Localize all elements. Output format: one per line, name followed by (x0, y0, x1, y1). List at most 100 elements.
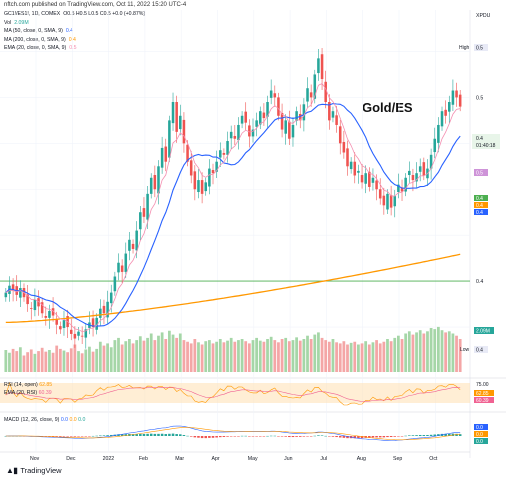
volume-bar (153, 340, 157, 372)
macd-hist-bar (371, 436, 375, 438)
legend-row-ma50[interactable]: MA (50, close, 0, SMA, 9) 0.4 (4, 28, 74, 35)
candle (175, 102, 178, 132)
svg-text:0.0: 0.0 (476, 425, 483, 431)
candle (324, 81, 327, 102)
volume-bar (229, 337, 233, 372)
candle (284, 120, 287, 134)
macd-hist-bar (240, 435, 244, 437)
svg-text:0.5: 0.5 (476, 46, 483, 52)
tradingview-brand[interactable]: ▲▮ TradingView (6, 466, 62, 475)
y-tick-label: 0.4 (476, 279, 483, 285)
volume-bar (324, 340, 328, 372)
macd-hist-bar (426, 434, 429, 436)
candle (440, 111, 444, 127)
macd-hist-bar (95, 435, 98, 437)
macd-hist-bar (288, 436, 291, 438)
candle (211, 169, 215, 174)
candle (215, 161, 218, 172)
candle (269, 90, 273, 98)
candle (444, 109, 447, 116)
candle (233, 135, 237, 139)
macd-hist-bar (84, 436, 88, 437)
macd-hist-bar (182, 435, 186, 436)
x-tick-label: Aug (357, 456, 366, 462)
candle (371, 177, 375, 183)
volume-bar (255, 337, 259, 372)
macd-hist-bar (397, 436, 400, 437)
volume-bar (8, 352, 11, 372)
legend-row-volume[interactable]: Vol 2.09M (4, 19, 29, 26)
macd-hist-bar (295, 436, 298, 437)
volume-bar (397, 335, 400, 372)
svg-text:0.4: 0.4 (476, 203, 483, 209)
macd-hist-bar (237, 436, 240, 437)
volume-bar (291, 340, 295, 372)
macd-hist-bar (175, 434, 178, 436)
macd-hist-bar (266, 435, 269, 437)
candle (273, 93, 277, 98)
candle (393, 196, 397, 207)
candle (120, 265, 124, 272)
macd-line (5, 425, 461, 441)
volume-bar (404, 333, 408, 372)
volume-bar (149, 333, 153, 372)
candle (73, 333, 77, 339)
rsi-legend[interactable]: RSI (14, open) 62.85 EMA (20, RSI) 60.39 (4, 382, 53, 396)
candle (179, 115, 182, 130)
macd-hist-bar (313, 435, 317, 437)
x-tick-label: Mar (175, 456, 184, 462)
macd-legend[interactable]: MACD (12, 26, close, 9) 0.0 0.0 0.0 (4, 417, 86, 423)
volume-bar (69, 348, 73, 372)
candle (146, 193, 149, 220)
candle (280, 113, 284, 130)
volume-bar (455, 335, 458, 372)
volume-bar (113, 340, 117, 372)
volume-bar (15, 351, 19, 372)
volume-bar (226, 340, 229, 372)
macd-hist-bar (375, 436, 378, 438)
volume-bar (349, 342, 353, 372)
candle (109, 292, 113, 304)
candle (375, 180, 378, 190)
candle (331, 111, 335, 118)
candle (19, 288, 22, 298)
candle (200, 180, 204, 194)
candle (378, 189, 382, 199)
volume-bar (168, 330, 171, 372)
volume-bar (26, 352, 30, 372)
svg-text:2.09M: 2.09M (476, 329, 490, 335)
macd-hist-bar (139, 433, 142, 436)
candle (408, 170, 411, 176)
legend-row-symbol[interactable]: GC1!/ES1!, 1D, COMEX O0.5 H0.5 L0.5 C0.5 … (4, 11, 146, 17)
volume-bar (29, 349, 33, 372)
macd-hist-bar (91, 435, 95, 437)
macd-hist-bar (219, 436, 222, 438)
volume-bar (98, 341, 102, 372)
candle (84, 329, 88, 338)
volume-bar (4, 350, 8, 372)
candle (346, 148, 349, 167)
last-price-tag: 0.4 01:40:18 (472, 134, 500, 149)
macd-hist-bar (255, 436, 258, 437)
y-tick-label: 0.5 (476, 95, 483, 101)
candle (142, 208, 146, 217)
macd-hist-bar (131, 434, 135, 436)
macd-hist-bar (418, 434, 422, 436)
y-tick-labels: 0.5 0.4 (476, 95, 483, 285)
candle (4, 292, 8, 298)
candle (291, 124, 295, 138)
volume-bar (433, 329, 437, 372)
candle (360, 175, 364, 183)
candle (164, 146, 168, 162)
volume-bar (138, 336, 142, 372)
macd-hist-bar (353, 436, 357, 439)
macd-hist-bar (179, 434, 182, 436)
volume-bar (298, 340, 302, 372)
volume-bar (117, 337, 120, 372)
candle (306, 88, 309, 102)
macd-hist-bar (189, 436, 193, 437)
candle (102, 305, 106, 314)
legend-row-ema20[interactable]: EMA (20, close, 0, SMA, 9) 0.5 (4, 45, 77, 52)
candle (448, 102, 451, 112)
